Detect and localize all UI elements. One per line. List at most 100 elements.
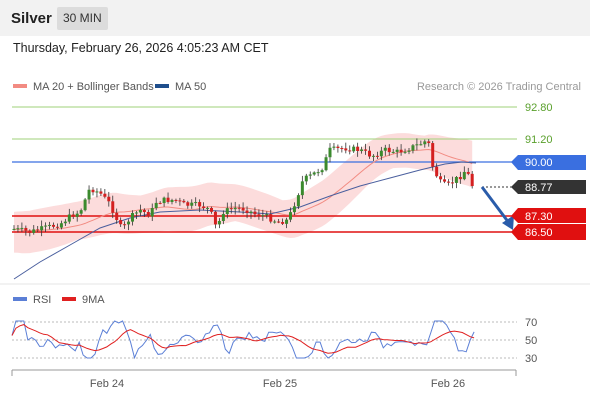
- candle-body: [292, 206, 296, 213]
- candle-body: [470, 173, 474, 187]
- support-tag-1: [511, 208, 586, 223]
- price-label-86-50: 86.50: [525, 227, 553, 239]
- candle-body: [458, 177, 462, 180]
- candle-body: [221, 214, 225, 221]
- candle-body: [253, 211, 257, 215]
- candle-body: [40, 226, 44, 231]
- current-price-tag: [511, 180, 586, 194]
- candle-body: [71, 214, 75, 217]
- candle-body: [146, 211, 150, 217]
- timestamp: Thursday, February 26, 2026 4:05:23 AM C…: [13, 41, 269, 55]
- candle-body: [123, 224, 127, 226]
- candles: [12, 138, 474, 237]
- candle-body: [48, 224, 52, 226]
- candle-body: [332, 146, 336, 148]
- x-tick-feb-24: Feb 24: [90, 378, 124, 390]
- candle-body: [24, 227, 28, 231]
- candle-body: [36, 229, 40, 231]
- candle-body: [431, 143, 435, 167]
- candle-body: [391, 151, 395, 153]
- candle-body: [379, 150, 383, 157]
- rsi-axis-70: 70: [525, 317, 537, 329]
- candle-body: [249, 211, 253, 213]
- candle-body: [423, 141, 427, 145]
- candle-body: [67, 214, 71, 222]
- candle-body: [174, 199, 178, 201]
- candle-body: [28, 230, 32, 233]
- candle-body: [229, 208, 233, 210]
- candle-body: [336, 146, 340, 149]
- candle-body: [328, 147, 332, 158]
- candle-body: [115, 212, 119, 221]
- candle-body: [356, 146, 360, 152]
- candle-body: [360, 149, 364, 152]
- candle-body: [296, 195, 300, 207]
- candle-body: [415, 144, 419, 146]
- candle-body: [225, 208, 229, 215]
- candle-body: [447, 181, 450, 183]
- rsi-legend-swatch: [13, 297, 27, 301]
- x-tick-feb-26: Feb 26: [431, 378, 465, 390]
- candle-body: [407, 150, 411, 152]
- candle-body: [44, 225, 48, 227]
- rsi-axis-50: 50: [525, 335, 537, 347]
- candle-body: [348, 150, 352, 152]
- candle-body: [454, 177, 458, 183]
- candle-body: [450, 182, 454, 184]
- candle-body: [375, 155, 379, 157]
- candle-body: [233, 207, 237, 210]
- candle-body: [257, 214, 261, 217]
- candle-body: [340, 148, 344, 150]
- candle-body: [166, 197, 170, 202]
- projection-arrow-head: [502, 215, 514, 230]
- candle-body: [383, 147, 387, 151]
- candle-body: [111, 201, 115, 213]
- candle-body: [395, 149, 399, 152]
- candle-body: [83, 199, 87, 211]
- candle-body: [387, 147, 391, 153]
- rsi-ma-line: [11, 324, 475, 354]
- candle-body: [289, 212, 292, 220]
- candle-body: [312, 172, 316, 175]
- candle-body: [269, 214, 273, 222]
- candle-body: [87, 189, 91, 200]
- candle-body: [273, 221, 277, 223]
- candle-body: [304, 175, 308, 182]
- candle-body: [162, 197, 166, 204]
- candle-body: [127, 221, 131, 225]
- price-label-87-30: 87.30: [525, 211, 553, 223]
- candle-body: [316, 172, 320, 174]
- ma20-legend-swatch: [13, 84, 27, 88]
- candle-body: [190, 202, 194, 206]
- candle-body: [285, 219, 289, 224]
- candle-body: [281, 222, 285, 224]
- candle-body: [435, 166, 439, 177]
- candle-body: [150, 208, 154, 217]
- candle-body: [241, 207, 245, 211]
- candle-body: [99, 191, 103, 194]
- candle-body: [182, 200, 186, 203]
- price-label-92-80: 92.80: [525, 102, 553, 114]
- candle-body: [443, 179, 447, 182]
- ma50-line: [13, 161, 477, 280]
- candle-body: [368, 150, 371, 157]
- candle-body: [20, 227, 24, 229]
- candle-body: [32, 229, 36, 233]
- candle-body: [12, 228, 16, 230]
- candle-body: [202, 206, 206, 209]
- candle-body: [344, 148, 348, 151]
- interval-button[interactable]: 30 MIN: [57, 7, 108, 30]
- candle-body: [419, 144, 423, 146]
- price-label-91-20: 91.20: [525, 134, 553, 146]
- candle-body: [213, 211, 217, 225]
- ma50-legend-label: MA 50: [175, 81, 206, 93]
- instrument-title: Silver: [11, 10, 52, 27]
- candle-body: [131, 213, 134, 222]
- candle-body: [466, 171, 470, 174]
- candle-body: [170, 199, 174, 202]
- candle-body: [198, 202, 202, 207]
- candle-body: [75, 213, 79, 217]
- candle-body: [217, 220, 221, 225]
- candle-body: [178, 200, 182, 202]
